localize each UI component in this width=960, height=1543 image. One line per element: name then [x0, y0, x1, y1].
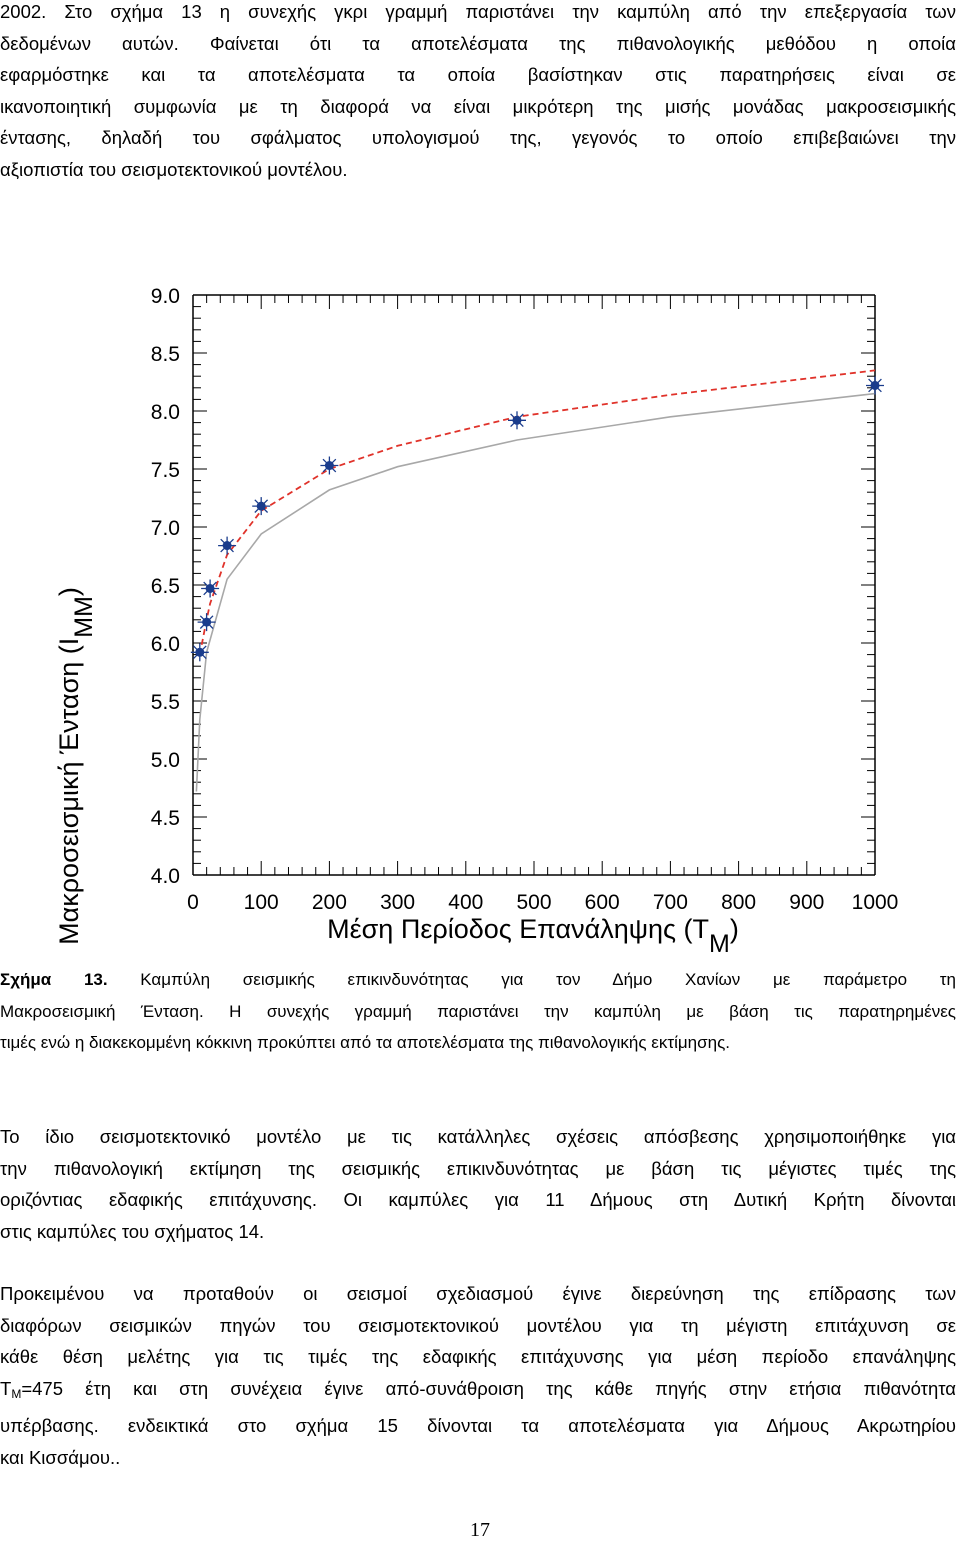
x-tick-label: 700	[653, 891, 688, 914]
x-tick-label: 200	[312, 891, 347, 914]
y-tick-label: 8.0	[151, 401, 180, 424]
marker-dot	[195, 647, 205, 657]
probabilistic-curve	[198, 369, 876, 655]
text-line: και Κισσάμου..	[0, 1446, 121, 1468]
y-tick-label: 6.5	[151, 575, 180, 598]
marker-dot	[256, 501, 266, 511]
text-line: εφαρμόστηκε και τα αποτελέσματα τα οποία…	[0, 64, 956, 85]
x-tick-label: 800	[721, 891, 756, 914]
y-axis-label: Μακροσεισμική Ένταση (IMM)	[54, 587, 98, 945]
text-line: υπέρβασης. ενδεικτικά στο σχήμα 15 δίνον…	[0, 1415, 956, 1436]
y-tick-label: 7.0	[151, 517, 180, 540]
text-line: Προκειμένου να προταθούν οι σεισμοί σχεδ…	[0, 1283, 956, 1304]
marker-dot	[870, 380, 880, 390]
data-point-marker	[218, 536, 237, 555]
text-line: οριζόντιας εδαφικής επιτάχυνσης. Οι καμπ…	[0, 1189, 956, 1210]
y-tick-label: 8.5	[151, 343, 180, 366]
x-tick-label: 0	[187, 891, 199, 914]
data-point-marker	[508, 411, 526, 430]
x-tick-label: 500	[516, 891, 551, 914]
marker-dot	[222, 541, 232, 551]
text-line: TM=475 έτη και στη συνέχεια έγινε από-συ…	[0, 1377, 956, 1401]
marker-dot	[324, 461, 334, 471]
body-paragraph: Προκειμένου να προταθούν οι σεισμοί σχεδ…	[0, 1278, 956, 1473]
figure-caption: Σχήμα 13. Καμπύλη σεισμικής επικινδυνότη…	[0, 964, 956, 1059]
marker-dot	[205, 583, 215, 593]
observed-curve	[195, 392, 876, 792]
y-tick-labels: 4.0 4.5 5.0 5.5 6.0 6.5 7.0 7.5 8.0 8.5 9.0	[151, 285, 180, 888]
x-axis-label: Μέση Περίοδος Επανάληψης (TM)	[327, 914, 739, 958]
x-tick-label: 900	[789, 891, 824, 914]
data-point-marker	[201, 579, 220, 598]
text-line: 2002. Στο σχήμα 13 η συνεχής γκρι γραμμή…	[0, 1, 956, 22]
marker-dot	[202, 617, 212, 627]
y-tick-label: 6.0	[151, 633, 180, 656]
intro-paragraph: 2002. Στο σχήμα 13 η συνεχής γκρι γραμμή…	[0, 0, 956, 185]
hazard-curve-chart: 4.0 4.5 5.0 5.5 6.0 6.5 7.0 7.5 8.0 8.5 9.0 0 100 20…	[54, 285, 898, 958]
x-tick-labels: 0 100 200 300 400 500 600 700 800 900 1000	[187, 891, 898, 914]
text-line: διαφόρων σεισμικών πηγών του σεισμοτεκτο…	[0, 1314, 956, 1336]
data-point-marker	[320, 456, 339, 475]
caption-text: Καμπύλη σεισμικής επικινδυνότητας για το…	[140, 970, 956, 989]
text-line: Το ίδιο σεισμοτεκτονικό μοντέλο με τις κ…	[0, 1126, 956, 1147]
chart-axes	[192, 294, 876, 876]
chart-markers	[190, 376, 884, 662]
x-tick-label: 600	[585, 891, 620, 914]
y-tick-label: 4.0	[151, 865, 180, 888]
text-line: κάθε θέση μελέτης για τις τιμές της εδαφ…	[0, 1346, 956, 1367]
text-line: δεδομένων αυτών. Φαίνεται ότι τα αποτελέ…	[0, 32, 956, 54]
y-tick-label: 5.5	[151, 691, 180, 714]
caption-line: τιμές ενώ η διακεκομμένη κόκκινη προκύπτ…	[0, 1033, 730, 1052]
page-number: 17	[470, 1519, 490, 1541]
data-point-marker	[190, 643, 209, 662]
chart-curves	[195, 369, 876, 792]
x-tick-label: 400	[448, 891, 483, 914]
caption-line: Μακροσεισμική Ένταση. Η συνεχής γραμμή π…	[0, 1001, 956, 1021]
x-tick-label: 300	[380, 891, 415, 914]
y-tick-label: 5.0	[151, 749, 180, 772]
x-tick-label: 100	[244, 891, 279, 914]
marker-dot	[512, 415, 522, 425]
y-tick-label: 9.0	[151, 285, 180, 308]
text-line: στις καμπύλες του σχήματος 14.	[0, 1220, 265, 1242]
data-point-marker	[866, 376, 884, 395]
caption-line: Σχήμα 13. Καμπύλη σεισμικής επικινδυνότη…	[0, 964, 956, 996]
y-tick-label: 4.5	[151, 807, 180, 830]
text-line: ικανοποιητική συμφωνία με τη διαφορά να …	[0, 95, 956, 117]
text-line: αξιοπιστία του σεισμοτεκτονικού μοντέλου…	[0, 158, 348, 180]
x-tick-label: 1000	[852, 891, 899, 914]
caption-label: Σχήμα 13.	[0, 970, 108, 989]
data-point-marker	[252, 497, 271, 516]
y-tick-label: 7.5	[151, 459, 180, 482]
body-paragraph: Το ίδιο σεισμοτεκτονικό μοντέλο με τις κ…	[0, 1121, 956, 1247]
text-line: έντασης, δηλαδή του σφάλματος υπολογισμο…	[0, 127, 956, 148]
data-point-marker	[197, 613, 216, 632]
text-line: την πιθανολογική εκτίμηση της σεισμικής …	[0, 1157, 956, 1179]
